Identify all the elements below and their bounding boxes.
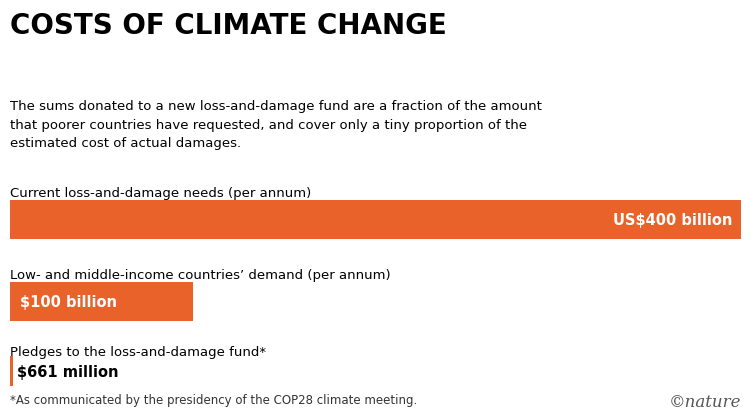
Text: Current loss-and-damage needs (per annum): Current loss-and-damage needs (per annum… [10,186,311,199]
Text: $100 billion: $100 billion [20,294,116,309]
Text: Pledges to the loss-and-damage fund*: Pledges to the loss-and-damage fund* [10,346,266,359]
Text: US$400 billion: US$400 billion [613,212,732,227]
Text: The sums donated to a new loss-and-damage fund are a fraction of the amount
that: The sums donated to a new loss-and-damag… [10,100,541,150]
Text: COSTS OF CLIMATE CHANGE: COSTS OF CLIMATE CHANGE [10,12,447,40]
Text: Low- and middle-income countries’ demand (per annum): Low- and middle-income countries’ demand… [10,268,391,281]
Text: $661 million: $661 million [17,364,119,379]
Text: ©nature: ©nature [668,393,741,409]
Text: *As communicated by the presidency of the COP28 climate meeting.: *As communicated by the presidency of th… [10,393,417,407]
